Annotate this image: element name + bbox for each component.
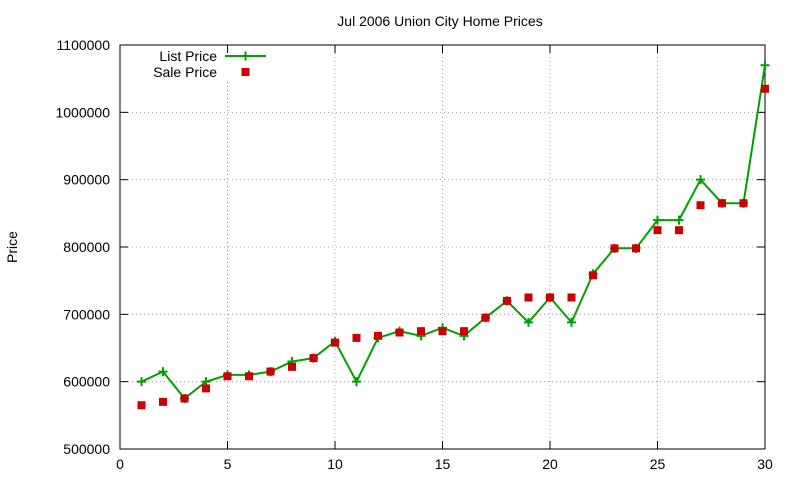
axes: 500000 600000 700000 800000 900000 1000000 110…: [55, 37, 773, 472]
legend-label: Sale Price: [153, 64, 217, 80]
x-tick-label: 5: [224, 456, 232, 472]
y-tick-label: 800000: [63, 239, 110, 255]
data-point: [417, 327, 425, 336]
data-point: [481, 313, 490, 322]
x-tick-label: 0: [116, 456, 124, 472]
data-point: [567, 293, 576, 302]
data-point: [395, 328, 404, 337]
y-tick-label: 500000: [63, 441, 110, 457]
data-point: [696, 175, 705, 185]
data-point: [653, 226, 662, 235]
data-point: [524, 317, 533, 327]
data-point: [696, 201, 705, 210]
data-point: [718, 199, 726, 208]
data-point: [180, 394, 189, 403]
data-point: [159, 397, 167, 406]
data-point: [158, 367, 168, 377]
data-point: [610, 244, 619, 253]
x-tick-label: 25: [650, 456, 666, 472]
data-point: [739, 199, 748, 208]
data-point: [202, 384, 210, 393]
data-point: [460, 327, 468, 336]
data-point: [331, 338, 339, 347]
y-tick-label: 1000000: [55, 104, 110, 120]
legend-marker: [241, 68, 250, 76]
data-point: [589, 271, 597, 280]
data-point: [288, 362, 296, 371]
x-tick-label: 20: [542, 456, 558, 472]
data-point: [137, 377, 146, 387]
data-point: [352, 377, 361, 387]
x-tick-label: 15: [435, 456, 451, 472]
data-point: [632, 244, 640, 253]
y-tick-label: 600000: [63, 374, 110, 390]
data-point: [438, 327, 447, 336]
data-point: [653, 215, 662, 225]
data-point: [675, 226, 683, 235]
y-tick-label: 1100000: [57, 37, 111, 53]
plot-border: [119, 44, 766, 450]
data-point: [374, 331, 382, 340]
data-point: [760, 60, 770, 70]
data-point: [352, 333, 361, 342]
data-point: [245, 372, 253, 381]
plot-area: [137, 60, 770, 410]
series-sale-price: [137, 84, 769, 410]
series-list-price: [137, 60, 770, 403]
data-point: [223, 372, 232, 381]
legend-label: List Price: [159, 48, 217, 64]
data-point: [137, 401, 146, 410]
y-tick-label: 700000: [63, 306, 110, 322]
data-point: [309, 354, 318, 363]
data-point: [674, 215, 684, 225]
x-tick-label: 30: [757, 456, 773, 472]
data-point: [567, 317, 576, 327]
data-point: [546, 293, 554, 302]
y-axis-label: Price: [4, 231, 20, 263]
series-line: [141, 65, 766, 400]
data-point: [761, 84, 769, 93]
legend-marker: [241, 51, 250, 61]
grid: [120, 45, 765, 449]
data-point: [524, 293, 533, 302]
data-point: [266, 367, 275, 376]
chart-title: Jul 2006 Union City Home Prices: [337, 13, 542, 29]
data-point: [503, 296, 511, 305]
y-tick-label: 900000: [63, 172, 110, 188]
x-tick-label: 10: [327, 456, 343, 472]
